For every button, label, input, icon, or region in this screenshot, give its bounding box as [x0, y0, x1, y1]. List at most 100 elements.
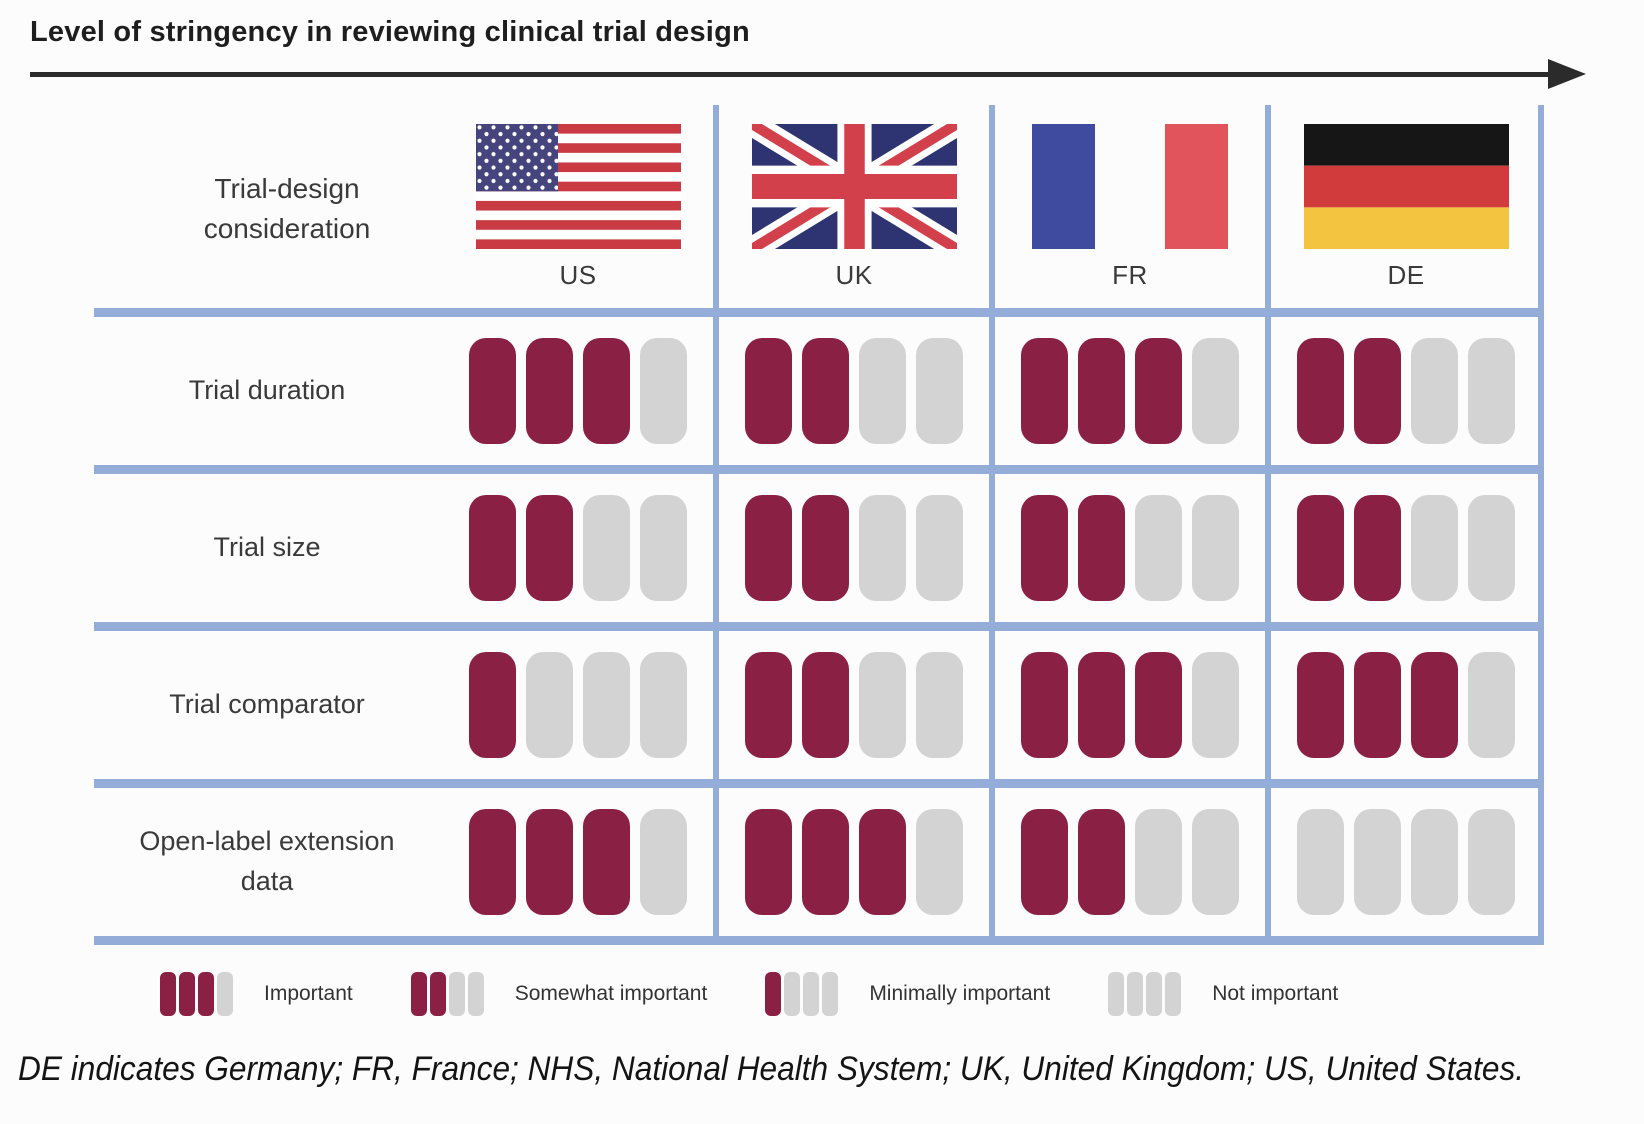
- rating-cell-de: [1268, 312, 1544, 469]
- legend-item: Somewhat important: [410, 972, 708, 1016]
- legend-pill-empty: [803, 972, 820, 1016]
- rating-cell-uk: [716, 783, 992, 940]
- rating-pill-filled: [1297, 337, 1344, 444]
- rating-pill-filled: [859, 808, 906, 915]
- legend-label: Not important: [1212, 982, 1339, 1005]
- rating-pill-empty: [916, 651, 963, 758]
- legend-label: Somewhat important: [514, 982, 708, 1005]
- rating-pill-filled: [1078, 808, 1125, 915]
- rating-cell-uk: [716, 626, 992, 783]
- rating-pill-filled: [1021, 651, 1068, 758]
- uk-flag-icon: [751, 124, 957, 249]
- rating-pill-filled: [1078, 337, 1125, 444]
- rating-pill-empty: [1192, 337, 1239, 444]
- legend-pills: [160, 972, 233, 1016]
- grid-hline: [94, 308, 1544, 317]
- legend-pill-empty: [1108, 972, 1125, 1016]
- footnote: DE indicates Germany; FR, France; NHS, N…: [18, 1050, 1525, 1088]
- grid-hline: [94, 936, 1544, 945]
- rating-cell-de: [1268, 469, 1544, 626]
- rating-pill-filled: [1135, 337, 1182, 444]
- table-gridlines: [94, 105, 1544, 948]
- stringency-arrow-line: [30, 72, 1552, 77]
- rating-pill-filled: [583, 808, 630, 915]
- row-label: Trial comparator: [169, 688, 365, 719]
- country-code-uk: UK: [835, 260, 873, 290]
- rating-pill-filled: [1354, 337, 1401, 444]
- legend-pills: [1108, 972, 1182, 1016]
- rating-pill-filled: [1354, 494, 1401, 601]
- rating-pill-filled: [526, 494, 573, 601]
- header-col-uk: UK: [716, 105, 992, 312]
- rating-pill-empty: [1411, 337, 1458, 444]
- rating-pill-filled: [1411, 651, 1458, 758]
- rating-cell-uk: [716, 312, 992, 469]
- rating-pill-empty: [1297, 808, 1344, 915]
- legend-pill-filled: [429, 972, 446, 1016]
- rating-pill-filled: [802, 808, 849, 915]
- rating-cell-fr: [992, 783, 1268, 940]
- rating-cell-us: [440, 312, 716, 469]
- stringency-table: Trial-design consideration: [94, 105, 1544, 948]
- legend-pill-empty: [448, 972, 465, 1016]
- legend-item: Minimally important: [765, 972, 1050, 1016]
- legend-pill-empty: [467, 972, 484, 1016]
- grid-hline: [94, 622, 1544, 631]
- rating-pill-filled: [745, 808, 792, 915]
- rating-pill-empty: [640, 808, 687, 915]
- rating-pill-filled: [1021, 808, 1068, 915]
- legend-pills: [765, 972, 839, 1016]
- fr-flag-icon: [1032, 124, 1228, 249]
- rating-pill-filled: [1078, 651, 1125, 758]
- rating-pill-empty: [1468, 494, 1515, 601]
- rating-pill-empty: [859, 337, 906, 444]
- rating-pill-empty: [526, 651, 573, 758]
- rating-pill-empty: [1192, 494, 1239, 601]
- rating-pill-empty: [1411, 808, 1458, 915]
- rating-pill-filled: [802, 651, 849, 758]
- rating-pill-empty: [1468, 808, 1515, 915]
- grid-vline: [989, 105, 995, 944]
- rating-pill-filled: [802, 494, 849, 601]
- rating-pill-filled: [469, 808, 516, 915]
- legend-label: Important: [264, 982, 353, 1005]
- rating-cell-us: [440, 626, 716, 783]
- rating-pill-filled: [1021, 494, 1068, 601]
- rating-cell-fr: [992, 626, 1268, 783]
- rating-pill-filled: [526, 808, 573, 915]
- stringency-arrow-head-icon: [1548, 59, 1586, 89]
- rating-pill-empty: [1468, 651, 1515, 758]
- grid-vline: [1265, 105, 1271, 944]
- table-row: Trial comparator: [94, 626, 1544, 783]
- rating-pill-filled: [1297, 651, 1344, 758]
- legend-label: Minimally important: [869, 982, 1051, 1005]
- rating-pill-empty: [640, 651, 687, 758]
- rating-pill-filled: [1297, 494, 1344, 601]
- header-row-label: Trial-design consideration: [203, 173, 371, 244]
- rating-pill-empty: [916, 808, 963, 915]
- grid-hline: [94, 465, 1544, 474]
- rating-pill-empty: [916, 337, 963, 444]
- rating-pill-filled: [745, 494, 792, 601]
- us-flag-icon: [475, 124, 681, 249]
- rating-cell-us: [440, 783, 716, 940]
- legend-pill-filled: [410, 972, 427, 1016]
- table-row: Open-label extension data: [94, 783, 1544, 940]
- legend-item: Important: [160, 972, 353, 1016]
- rating-pill-filled: [583, 337, 630, 444]
- row-label: Trial duration: [188, 374, 346, 405]
- rating-cell-de: [1268, 783, 1544, 940]
- rating-pill-filled: [469, 337, 516, 444]
- rating-pill-empty: [583, 494, 630, 601]
- legend-pill-empty: [784, 972, 801, 1016]
- de-flag-icon: [1303, 124, 1509, 249]
- rating-pill-empty: [1135, 494, 1182, 601]
- rating-pill-filled: [802, 337, 849, 444]
- legend: Important Somewhat important Minimally imp…: [160, 972, 1338, 1016]
- legend-pill-empty: [1165, 972, 1182, 1016]
- table-row: Trial duration: [94, 312, 1544, 469]
- rating-cell-fr: [992, 469, 1268, 626]
- row-label: Open-label extension data: [139, 826, 395, 896]
- legend-pill-filled: [198, 972, 214, 1016]
